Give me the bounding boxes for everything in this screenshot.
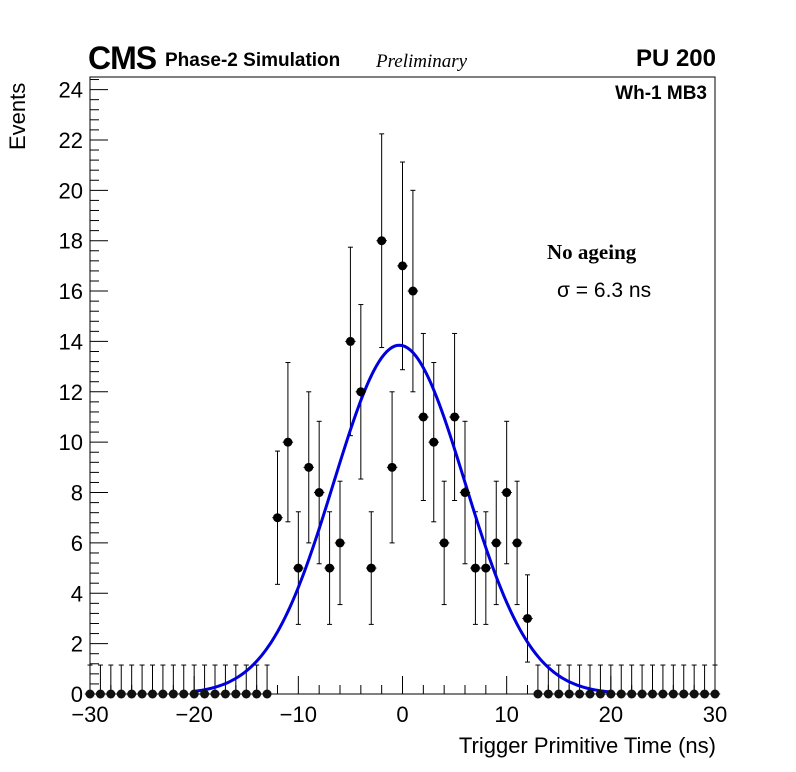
data-point [585,689,595,699]
data-point [200,689,210,699]
data-point [241,689,251,699]
y-tick-label: 22 [59,128,83,153]
pileup-label: PU 200 [635,45,716,72]
data-point [668,689,678,699]
data-point [637,689,647,699]
data-point [606,689,616,699]
x-tick-label: 10 [494,702,518,727]
data-point [158,689,168,699]
data-point [137,689,147,699]
y-axis-label: Events [5,83,30,150]
data-points [85,236,720,699]
data-point [512,538,522,548]
x-axis-label: Trigger Primitive Time (ns) [459,733,716,758]
resolution-label: σ = 6.3 ns [557,279,652,302]
data-point [95,689,105,699]
data-point [408,286,418,296]
data-point [595,689,605,699]
data-point [366,563,376,573]
data-point [293,563,303,573]
error-bars [84,133,721,695]
data-point [106,689,116,699]
data-point [616,689,626,699]
x-tick-label: −10 [280,702,317,727]
gaussian-fit-curve [193,343,611,694]
y-tick-label: 12 [59,380,83,405]
y-tick-label: 16 [59,279,83,304]
data-point [387,462,397,472]
data-point [398,261,407,271]
data-point [283,437,293,447]
data-point [189,689,199,699]
data-point [648,689,657,699]
y-tick-label: 8 [71,481,83,506]
data-point [543,689,553,699]
data-point [710,689,720,699]
data-point [377,236,387,246]
y-tick-label: 2 [71,632,83,657]
data-point [356,387,366,397]
y-tick-label: 20 [59,178,83,203]
data-point [116,689,126,699]
x-tick-label: −20 [176,702,213,727]
data-point [481,563,491,573]
status-label: Phase-2 Simulation [165,50,341,71]
data-point [658,689,668,699]
data-point [533,689,543,699]
y-tick-label: 18 [59,229,83,254]
preliminary-label: Preliminary [376,51,468,72]
data-point [689,689,699,699]
data-point [575,689,585,699]
data-point [627,689,637,699]
data-point [502,488,512,498]
x-tick-label: 20 [599,702,623,727]
data-point [554,689,564,699]
data-point [679,689,689,699]
data-point [231,689,241,699]
data-point [252,689,262,699]
y-tick-label: 6 [71,531,83,556]
data-point [450,412,460,422]
data-point [262,689,272,699]
experiment-label: CMS [88,40,157,76]
data-point [564,689,574,699]
data-point [429,437,439,447]
y-tick-label: 0 [71,682,83,707]
y-tick-label: 10 [59,430,83,455]
data-point [314,488,324,498]
data-point [335,538,345,548]
data-point [85,689,95,699]
x-tick-label: 0 [396,702,408,727]
data-point [418,412,428,422]
data-point [210,689,220,699]
data-point [345,336,355,346]
data-point [460,488,470,498]
data-point [148,689,157,699]
y-tick-label: 14 [59,329,83,354]
data-point [523,613,532,623]
condition-label: No ageing [547,240,637,264]
x-tick-label: −30 [71,702,108,727]
data-point [179,689,189,699]
data-point [273,513,282,523]
data-point [304,462,314,472]
y-tick-label: 4 [71,581,83,606]
data-point [325,563,335,573]
x-tick-label: 30 [703,702,727,727]
y-tick-label: 24 [59,78,83,103]
data-point [220,689,230,699]
data-point [127,689,137,699]
data-point [491,538,501,548]
data-point [700,689,710,699]
data-point [168,689,178,699]
data-point [470,563,480,573]
region-label: Wh-1 MB3 [615,83,707,104]
data-point [439,538,449,548]
